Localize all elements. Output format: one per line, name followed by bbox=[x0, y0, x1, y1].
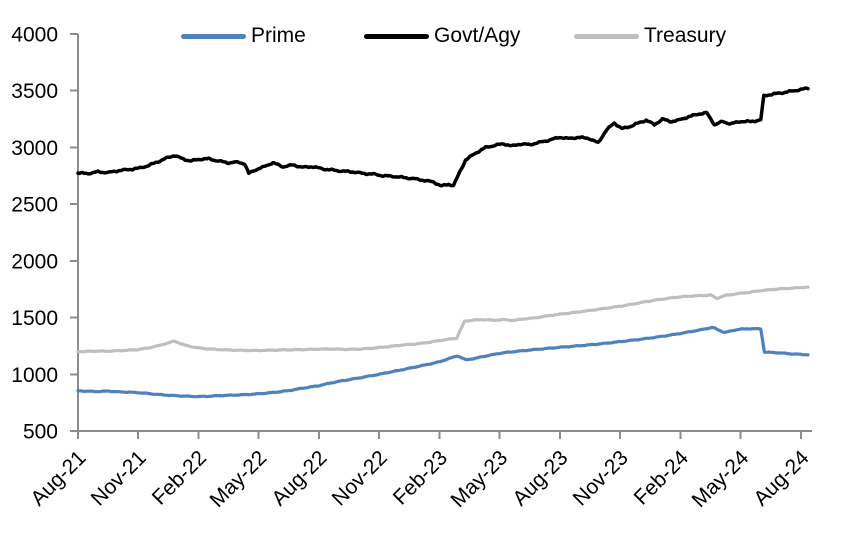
x-axis-tick-label: Aug-23 bbox=[508, 446, 572, 510]
y-axis-tick-label: 3500 bbox=[11, 80, 58, 103]
series-line-treasury bbox=[76, 285, 810, 354]
legend-item-govt-agy: Govt/Agy bbox=[364, 24, 520, 48]
legend-label-govt-agy: Govt/Agy bbox=[434, 24, 521, 47]
y-axis-tick-label: 1000 bbox=[11, 364, 58, 387]
legend-item-prime: Prime bbox=[181, 24, 306, 48]
legend-label-prime: Prime bbox=[251, 24, 306, 47]
series-line-govt-agy bbox=[76, 86, 810, 188]
y-axis-tick-label: 2500 bbox=[11, 194, 58, 217]
series-line-prime bbox=[76, 325, 810, 399]
treasury-line-swatch-icon bbox=[574, 33, 639, 39]
x-axis-tick-label: May-24 bbox=[687, 446, 753, 512]
x-axis-tick-label: Feb-22 bbox=[148, 446, 211, 509]
x-axis-tick-label: Aug-22 bbox=[267, 446, 331, 510]
chart-legend: Prime Govt/Agy Treasury bbox=[0, 0, 852, 50]
x-axis-tick-label: Nov-23 bbox=[569, 446, 633, 510]
y-axis-tick-label: 3000 bbox=[11, 137, 58, 160]
y-axis-tick-label: 1500 bbox=[11, 307, 58, 330]
y-axis-tick-label: 4000 bbox=[11, 24, 58, 47]
govt-agy-line-swatch-icon bbox=[364, 33, 429, 39]
x-axis-tick-label: May-23 bbox=[446, 446, 512, 512]
x-axis-tick-label: May-22 bbox=[205, 446, 271, 512]
x-axis-tick-label: Feb-24 bbox=[630, 446, 694, 510]
y-axis-tick-label: 2000 bbox=[11, 250, 58, 273]
prime-line-swatch-icon bbox=[181, 33, 246, 39]
y-axis-tick-label: 500 bbox=[23, 421, 58, 444]
x-axis-tick-label: Aug-24 bbox=[749, 446, 813, 510]
x-axis-tick-label: Nov-22 bbox=[328, 446, 392, 510]
x-axis-tick-label: Nov-21 bbox=[87, 446, 151, 510]
legend-item-treasury: Treasury bbox=[574, 24, 726, 48]
x-axis-tick-label: Feb-23 bbox=[389, 446, 452, 509]
x-axis-tick-label: Aug-21 bbox=[26, 446, 90, 510]
legend-label-treasury: Treasury bbox=[644, 24, 727, 47]
